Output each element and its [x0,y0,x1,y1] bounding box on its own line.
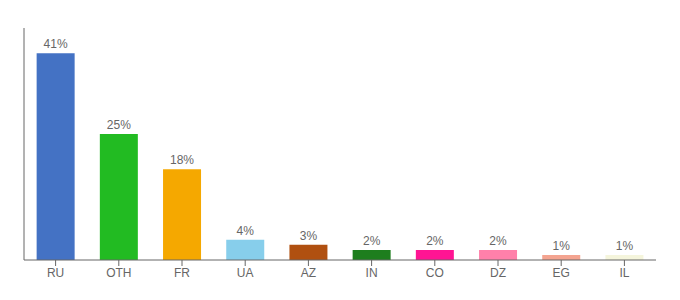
svg-text:AZ: AZ [301,266,316,280]
svg-text:IN: IN [366,266,378,280]
svg-text:IL: IL [619,266,629,280]
svg-text:2%: 2% [489,234,507,248]
svg-text:RU: RU [47,266,64,280]
svg-text:4%: 4% [237,224,255,238]
svg-text:2%: 2% [426,234,444,248]
svg-text:FR: FR [174,266,190,280]
svg-text:2%: 2% [363,234,381,248]
svg-text:1%: 1% [616,239,634,253]
svg-text:41%: 41% [44,37,68,51]
svg-text:18%: 18% [170,153,194,167]
svg-text:EG: EG [553,266,570,280]
svg-text:1%: 1% [553,239,571,253]
svg-text:3%: 3% [300,229,318,243]
svg-text:OTH: OTH [106,266,131,280]
svg-text:UA: UA [237,266,254,280]
svg-text:CO: CO [426,266,444,280]
svg-text:25%: 25% [107,118,131,132]
svg-text:DZ: DZ [490,266,506,280]
